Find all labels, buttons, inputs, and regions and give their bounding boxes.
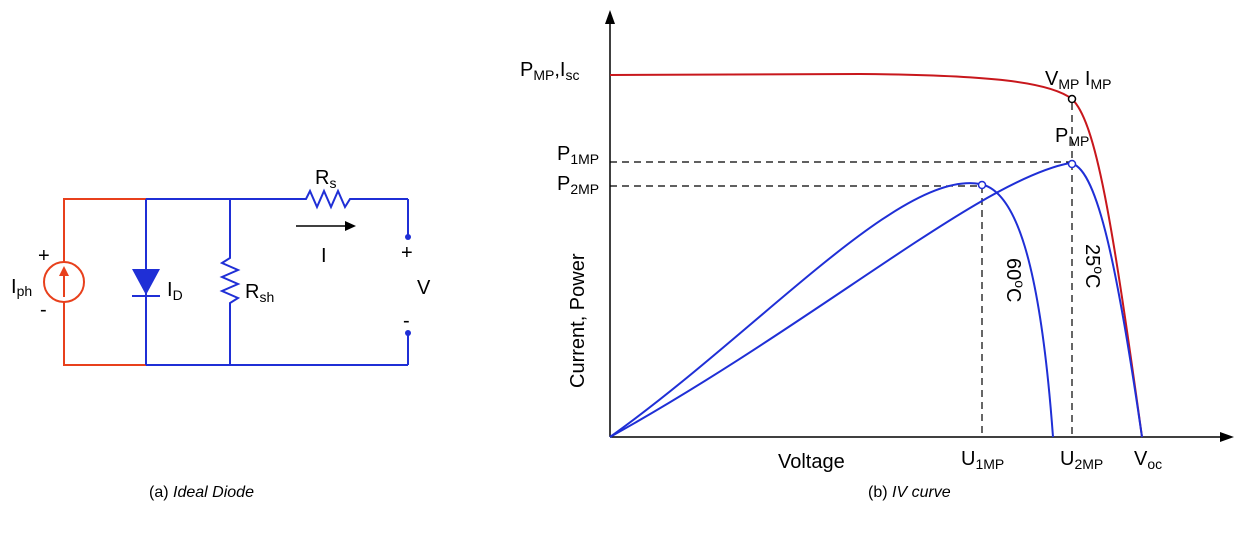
xtick-u1mp: U1MP <box>961 448 1004 472</box>
output-plus: + <box>401 242 413 264</box>
ytick-p2mp: P2MP <box>557 173 599 197</box>
shunt-label: Rsh <box>245 281 274 305</box>
x-axis-label: Voltage <box>778 451 845 473</box>
source-minus: - <box>40 299 47 321</box>
source-wire-top <box>63 198 146 262</box>
voltage-label: V <box>417 277 431 299</box>
circuit-caption: (a) Ideal Diode <box>149 484 254 501</box>
annotation-25c: 25oC <box>1081 244 1107 289</box>
ideal-diode-circuit: + - Iph ID Rsh Rs I + - V (a) Ideal Diod… <box>11 167 431 501</box>
terminal-bottom-dot <box>405 330 411 336</box>
power-curve-25c <box>609 161 1143 438</box>
current-label: I <box>321 245 327 267</box>
ytick-pmp-isc: PMP,Isc <box>520 59 579 83</box>
x-axis-arrow <box>1220 432 1234 442</box>
output-minus: - <box>403 310 410 332</box>
xtick-u2mp: U2MP <box>1060 448 1103 472</box>
series-label: Rs <box>315 167 336 191</box>
source-wire-bottom <box>63 302 146 366</box>
y-axis-arrow <box>605 10 615 24</box>
annotation-60c: 60oC <box>1002 258 1028 303</box>
series-resistor-icon <box>298 188 356 210</box>
mpp-iv-point <box>1067 94 1077 104</box>
y-axis-label: Current, Power <box>567 253 589 388</box>
current-source-icon <box>43 261 85 303</box>
chart-caption: (b) IV curve <box>868 484 951 501</box>
current-source-arrow-head <box>59 266 69 276</box>
pmp-60c-point <box>977 180 987 190</box>
xtick-voc: Voc <box>1134 448 1162 472</box>
iv-curve-chart: PMP,Isc P1MP P2MP U1MP U2MP Voc Voltage … <box>520 10 1234 501</box>
diode-icon <box>132 269 160 295</box>
power-curve-60c <box>609 182 1054 438</box>
current-arrow-head <box>345 221 356 231</box>
annotation-vmp-imp: VMP IMP <box>1045 68 1111 92</box>
current-source-branch <box>43 198 146 366</box>
source-plus: + <box>38 245 50 267</box>
pmp-25c-point <box>1067 159 1077 169</box>
diode-label: ID <box>167 279 183 303</box>
terminal-top-dot <box>405 234 411 240</box>
shunt-resistor-icon <box>219 199 241 365</box>
source-label: Iph <box>11 276 32 299</box>
annotation-pmp: PMP <box>1055 125 1089 149</box>
ytick-p1mp: P1MP <box>557 143 599 167</box>
